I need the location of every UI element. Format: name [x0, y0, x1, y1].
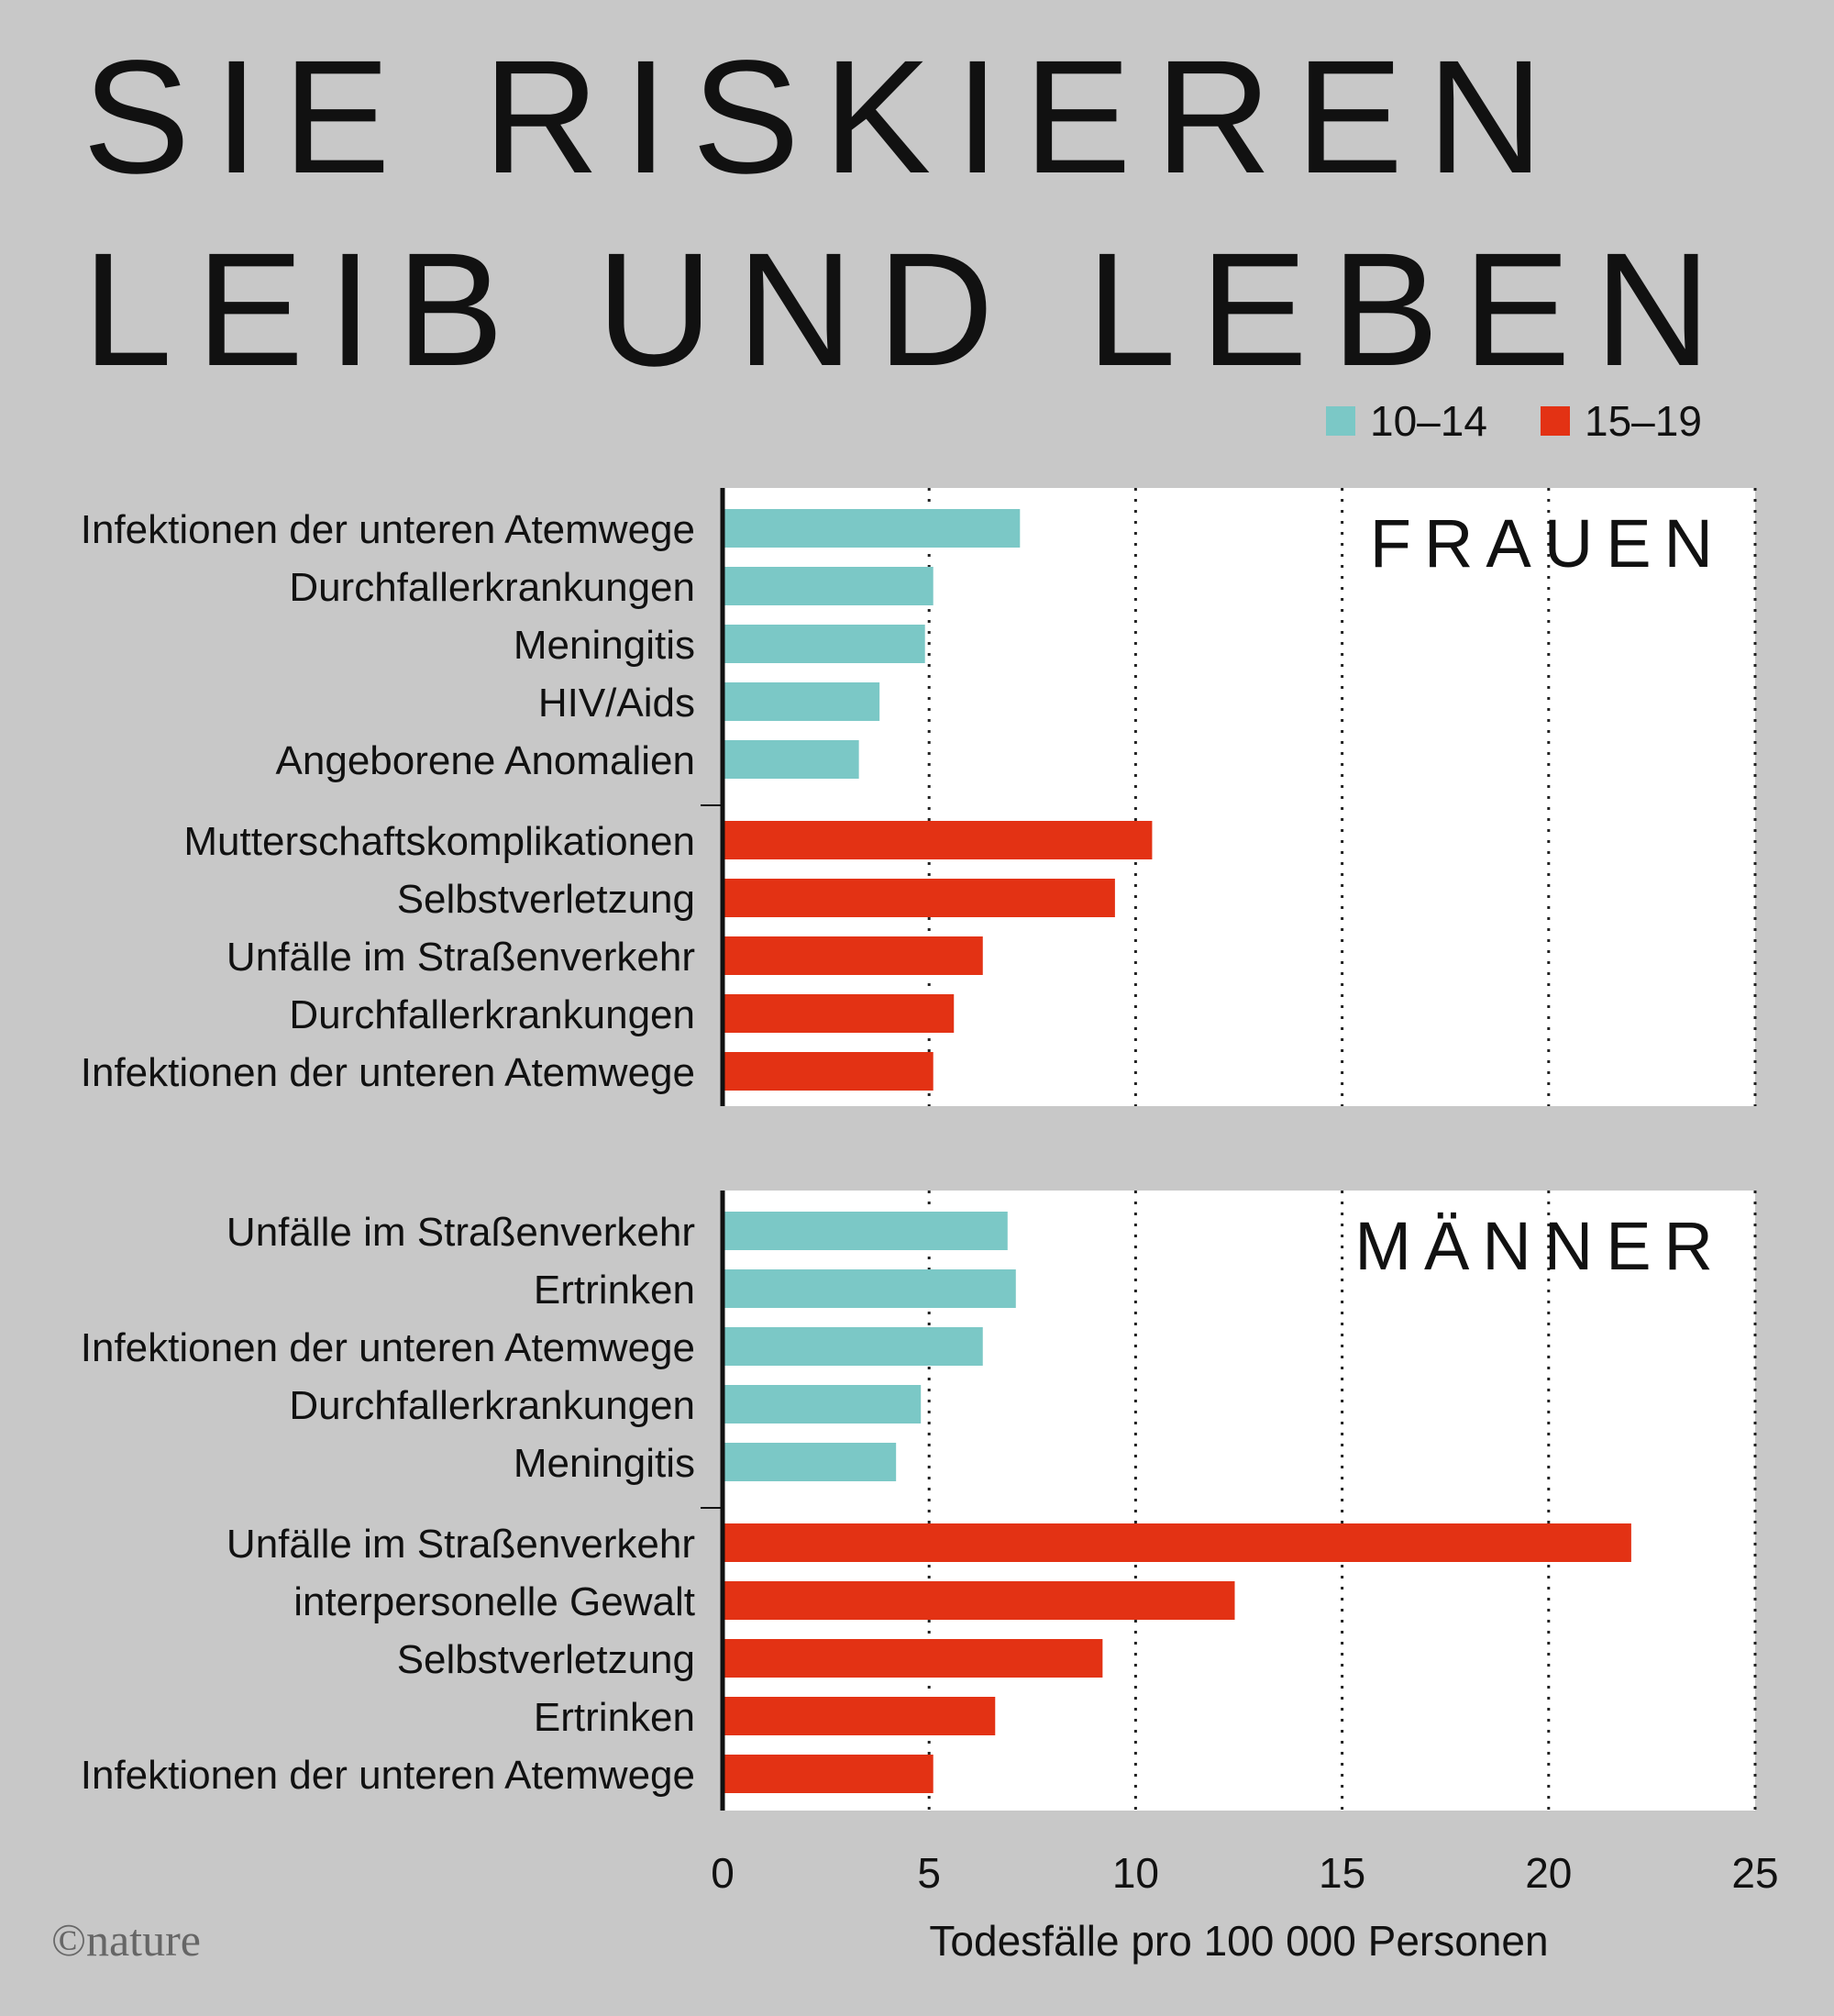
category-label: Unfälle im Straßenverkehr	[226, 1210, 695, 1255]
x-tick-label: 0	[711, 1849, 735, 1897]
bar	[723, 1269, 1016, 1308]
category-label: Unfälle im Straßenverkehr	[226, 1522, 695, 1567]
category-label: Selbstverletzung	[397, 877, 695, 922]
category-label: Selbstverletzung	[397, 1637, 695, 1682]
category-label: Durchfallerkrankungen	[289, 992, 695, 1037]
legend-label-10-14: 10–14	[1370, 397, 1487, 445]
category-label: Mutterschaftskomplikationen	[183, 819, 695, 864]
bar	[723, 1755, 934, 1793]
x-tick-label: 25	[1731, 1849, 1778, 1897]
legend-label-15-19: 15–19	[1585, 397, 1702, 445]
bar	[723, 740, 859, 779]
category-label: Infektionen der unteren Atemwege	[81, 1753, 695, 1798]
bar	[723, 1639, 1103, 1678]
x-tick-label: 5	[917, 1849, 941, 1897]
x-tick-label: 20	[1525, 1849, 1572, 1897]
category-label: interpersonelle Gewalt	[293, 1579, 695, 1624]
category-label: Infektionen der unteren Atemwege	[81, 507, 695, 552]
bar	[723, 1443, 897, 1481]
category-label: Unfälle im Straßenverkehr	[226, 935, 695, 980]
bar	[723, 1327, 983, 1366]
category-label: Infektionen der unteren Atemwege	[81, 1325, 695, 1370]
bar	[723, 1581, 1235, 1620]
bar	[723, 625, 925, 663]
legend-swatch-10-14	[1326, 406, 1355, 436]
category-label: Meningitis	[514, 623, 695, 668]
category-label: Angeborene Anomalien	[276, 738, 695, 783]
legend-item-10-14: 10–14	[1326, 396, 1487, 446]
category-label: HIV/Aids	[538, 681, 695, 726]
category-label: Ertrinken	[534, 1268, 695, 1313]
bar	[723, 1052, 934, 1091]
bar	[723, 1697, 996, 1735]
x-axis-label: Todesfälle pro 100 000 Personen	[929, 1917, 1548, 1965]
bar	[723, 509, 1021, 548]
bar	[723, 1385, 922, 1423]
nature-copyright: ©nature	[51, 1914, 201, 1966]
bar	[723, 682, 880, 721]
legend-swatch-15-19	[1541, 406, 1570, 436]
bar	[723, 821, 1153, 859]
panel-label: FRAUEN	[1370, 505, 1726, 582]
bar	[723, 879, 1115, 917]
category-label: Infektionen der unteren Atemwege	[81, 1050, 695, 1095]
bar	[723, 936, 983, 975]
x-tick-label: 15	[1319, 1849, 1365, 1897]
bar	[723, 567, 934, 605]
bar	[723, 1212, 1008, 1250]
category-label: Ertrinken	[534, 1695, 695, 1740]
chart-title-line-2: LEIB UND LEBEN	[83, 220, 1735, 400]
panel-label: MÄNNER	[1354, 1208, 1726, 1284]
category-label: Meningitis	[514, 1441, 695, 1486]
x-tick-label: 10	[1112, 1849, 1159, 1897]
chart-title-line-1: SIE RISKIEREN	[83, 28, 1568, 207]
category-label: Durchfallerkrankungen	[289, 565, 695, 610]
category-label: Durchfallerkrankungen	[289, 1383, 695, 1428]
bar	[723, 1523, 1631, 1562]
bar	[723, 994, 955, 1033]
legend-item-15-19: 15–19	[1541, 396, 1702, 446]
